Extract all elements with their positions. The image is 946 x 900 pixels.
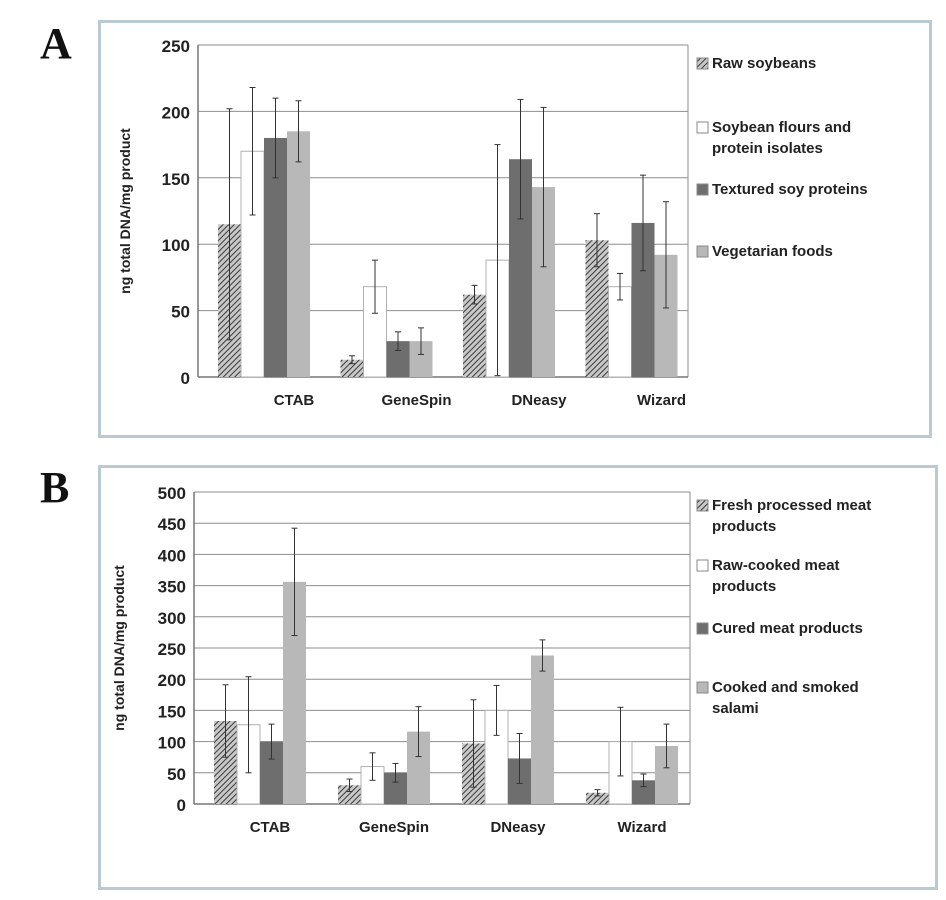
legend-label: Cured meat products — [712, 620, 863, 637]
bar-genespin-series-1 — [338, 785, 361, 804]
y-axis-title: ng total DNA/mg product — [117, 128, 133, 294]
legend-swatch — [696, 245, 709, 258]
y-tick-label: 350 — [158, 578, 186, 597]
bar-genespin-series-1 — [340, 359, 364, 377]
legend-label: products — [712, 578, 776, 595]
bar-dneasy-series-1 — [463, 294, 486, 377]
legend-swatch — [696, 57, 709, 70]
bar-dneasy-series-4 — [532, 187, 555, 377]
legend-label: Soybean flours and — [712, 119, 851, 136]
x-tick-label: Wizard — [637, 392, 686, 409]
y-tick-label: 500 — [158, 484, 186, 503]
y-tick-label: 0 — [181, 369, 190, 388]
y-axis-title: ng total DNA/mg product — [111, 565, 127, 731]
bar-wizard-series-1 — [585, 240, 609, 377]
x-tick-label: CTAB — [250, 819, 291, 836]
legend-swatch — [696, 622, 709, 635]
y-tick-label: 150 — [162, 170, 190, 189]
bar-genespin-series-4 — [407, 731, 430, 804]
y-tick-label: 50 — [171, 303, 190, 322]
legend-swatch — [696, 681, 709, 694]
y-tick-label: 0 — [177, 796, 186, 815]
bar-wizard-series-4 — [655, 745, 678, 804]
x-tick-label: DNeasy — [511, 392, 567, 409]
y-tick-label: 200 — [158, 671, 186, 690]
panel-b-label: B — [40, 463, 70, 512]
x-tick-label: Wizard — [617, 819, 666, 836]
panel-a-label: A — [40, 19, 72, 68]
legend-swatch — [696, 499, 709, 512]
chart-b-frame — [98, 465, 938, 890]
bar-genespin-series-3 — [386, 341, 410, 377]
legend-label: protein isolates — [712, 140, 823, 157]
y-tick-label: 100 — [162, 236, 190, 255]
bar-dneasy-series-4 — [531, 655, 554, 804]
y-tick-label: 250 — [162, 37, 190, 56]
legend-label: Vegetarian foods — [712, 243, 833, 260]
legend-swatch — [696, 559, 709, 572]
legend-swatch — [696, 121, 709, 134]
legend-label: Fresh processed meat — [712, 497, 871, 514]
legend-label: Cooked and smoked — [712, 679, 859, 696]
bar-ctab-series-1 — [214, 721, 237, 804]
bar-ctab-series-3 — [264, 137, 287, 377]
bar-ctab-series-4 — [287, 131, 310, 377]
y-tick-label: 250 — [158, 640, 186, 659]
y-tick-label: 100 — [158, 734, 186, 753]
x-tick-label: GeneSpin — [359, 819, 429, 836]
bar-wizard-series-3 — [632, 780, 655, 804]
legend-swatch — [696, 183, 709, 196]
bar-ctab-series-3 — [260, 741, 283, 804]
bar-dneasy-series-3 — [509, 159, 532, 377]
x-tick-label: CTAB — [274, 392, 315, 409]
bar-wizard-series-3 — [631, 222, 655, 377]
legend-label: products — [712, 518, 776, 535]
y-tick-label: 200 — [162, 103, 190, 122]
y-tick-label: 150 — [158, 702, 186, 721]
bar-genespin-series-3 — [384, 772, 407, 804]
legend-label: Raw soybeans — [712, 55, 816, 72]
bar-wizard-series-1 — [586, 792, 609, 804]
legend-label: salami — [712, 700, 759, 717]
bar-ctab-series-4 — [283, 581, 306, 804]
y-tick-label: 450 — [158, 515, 186, 534]
y-tick-label: 300 — [158, 609, 186, 628]
x-tick-label: GeneSpin — [381, 392, 451, 409]
legend-label: Raw-cooked meat — [712, 557, 840, 574]
y-tick-label: 400 — [158, 546, 186, 565]
bar-genespin-series-4 — [409, 341, 433, 377]
legend-label: Textured soy proteins — [712, 181, 868, 198]
y-tick-label: 50 — [167, 765, 186, 784]
x-tick-label: DNeasy — [490, 819, 546, 836]
bar-wizard-series-4 — [654, 254, 678, 377]
